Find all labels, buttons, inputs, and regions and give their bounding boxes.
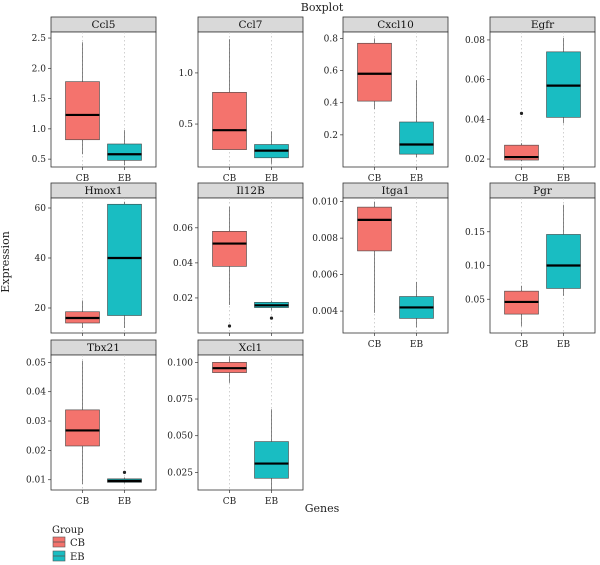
- legend-label-cb: CB: [70, 538, 85, 549]
- xtick-label-cxcl10-cb: CB: [368, 174, 382, 184]
- ytick-label-ccl5: 1.0: [32, 125, 47, 135]
- ytick-label-xcl1: 0.025: [167, 468, 193, 478]
- ytick-label-tbx21: 0.04: [26, 388, 46, 398]
- panel-xcl1: Xcl1 0.025 0.050 0.075 0.100 CB EB: [167, 339, 304, 507]
- ytick-label-egfr: 0.04: [465, 115, 485, 125]
- ytick-label-tbx21: 0.01: [26, 476, 46, 486]
- ytick-label-itga1: 0.006: [312, 271, 338, 281]
- panel-tbx21: Tbx21 0.01 0.02 0.03 0.04 0.05 CB EB: [26, 339, 157, 507]
- ytick-label-tbx21: 0.02: [26, 446, 46, 456]
- strip-label-ccl5: Ccl5: [92, 19, 116, 31]
- box-il12b-cb: [212, 231, 247, 267]
- outlier-il12b-cb: [227, 324, 232, 328]
- box-itga1-cb: [357, 206, 392, 252]
- ytick-label-cxcl10: 0.6: [324, 67, 339, 77]
- xtick-label-egfr-cb: CB: [515, 174, 529, 184]
- ytick-label-ccl5: 1.5: [32, 95, 47, 105]
- panel-ccl5: Ccl5 0.5 1.0 1.5 2.0 2.5 CB EB: [32, 16, 157, 184]
- outlier-egfr-cb: [519, 111, 524, 115]
- box-cxcl10-eb: [399, 121, 434, 155]
- strip-label-il12b: Il12B: [236, 185, 265, 197]
- box-hmox1-eb: [107, 203, 142, 316]
- panel-itga1: Itga1 0.004 0.006 0.008 0.010 CB EB: [312, 182, 449, 350]
- ytick-label-ccl5: 2.5: [32, 34, 47, 44]
- legend: Group CB EB: [52, 525, 85, 563]
- ytick-label-tbx21: 0.05: [26, 358, 46, 368]
- xtick-label-ccl5-eb: EB: [118, 174, 132, 184]
- ytick-label-ccl5: 2.0: [32, 64, 47, 74]
- panel-cxcl10: Cxcl10 0.2 0.4 0.6 0.8 CB EB: [324, 16, 449, 184]
- figure-title: Boxplot: [301, 1, 344, 14]
- ytick-label-il12b: 0.06: [173, 224, 193, 234]
- ytick-label-cxcl10: 0.8: [324, 34, 339, 44]
- box-ccl5-eb: [107, 143, 142, 161]
- strip-label-tbx21: Tbx21: [87, 342, 120, 354]
- strip-label-itga1: Itga1: [381, 185, 409, 197]
- xtick-label-xcl1-cb: CB: [223, 497, 237, 507]
- xtick-label-ccl7-cb: CB: [223, 174, 237, 184]
- ytick-label-ccl7: 1.0: [179, 69, 194, 79]
- ytick-label-xcl1: 0.050: [167, 432, 193, 442]
- outlier-tbx21-eb: [122, 470, 127, 474]
- xtick-label-tbx21-eb: EB: [118, 497, 132, 507]
- xtick-label-tbx21-cb: CB: [76, 497, 90, 507]
- strip-label-cxcl10: Cxcl10: [377, 19, 414, 31]
- xtick-label-xcl1-eb: EB: [265, 497, 279, 507]
- ytick-label-tbx21: 0.03: [26, 417, 46, 427]
- ytick-label-cxcl10: 0.2: [324, 131, 338, 141]
- ytick-label-itga1: 0.008: [312, 234, 338, 244]
- panel-egfr: Egfr 0.02 0.04 0.06 0.08 CB EB: [465, 16, 596, 184]
- xtick-label-egfr-eb: EB: [557, 174, 571, 184]
- ytick-label-hmox1: 20: [35, 304, 47, 314]
- xtick-label-ccl7-eb: EB: [265, 174, 279, 184]
- panel-pgr: Pgr 0.05 0.10 0.15 CB EB: [465, 182, 596, 350]
- ytick-label-egfr: 0.08: [465, 36, 485, 46]
- y-axis-label: Expression: [0, 231, 12, 293]
- ytick-label-il12b: 0.02: [173, 294, 193, 304]
- ytick-label-pgr: 0.15: [465, 228, 485, 238]
- ytick-label-pgr: 0.05: [465, 295, 485, 305]
- box-tbx21-cb: [65, 409, 100, 447]
- ytick-label-cxcl10: 0.4: [324, 99, 339, 109]
- strip-label-pgr: Pgr: [533, 185, 553, 197]
- legend-label-eb: EB: [70, 552, 85, 563]
- ytick-label-ccl5: 0.5: [32, 155, 47, 165]
- ytick-label-egfr: 0.02: [465, 155, 485, 165]
- ytick-label-egfr: 0.06: [465, 76, 485, 86]
- box-cxcl10-cb: [357, 42, 392, 102]
- ytick-label-itga1: 0.010: [312, 198, 338, 208]
- ytick-label-xcl1: 0.100: [167, 358, 193, 368]
- ytick-label-itga1: 0.004: [312, 307, 338, 317]
- panel-ccl7: Ccl7 0.5 1.0 CB EB: [179, 16, 304, 184]
- ytick-label-hmox1: 40: [35, 254, 47, 264]
- ytick-label-xcl1: 0.075: [167, 395, 193, 405]
- panel-hmox1: Hmox1204060CBEB: [35, 182, 157, 350]
- ytick-label-pgr: 0.10: [465, 262, 485, 272]
- box-ccl7-cb: [212, 92, 247, 150]
- xtick-label-pgr-cb: CB: [515, 340, 529, 350]
- xtick-label-itga1-cb: CB: [368, 340, 382, 350]
- xtick-label-cxcl10-eb: EB: [410, 174, 424, 184]
- box-xcl1-eb: [254, 441, 289, 479]
- xtick-label-itga1-eb: EB: [410, 340, 424, 350]
- box-ccl5-cb: [65, 81, 100, 141]
- strip-label-egfr: Egfr: [531, 19, 555, 31]
- x-axis-label: Genes: [305, 502, 340, 515]
- xtick-label-ccl5-cb: CB: [76, 174, 90, 184]
- ytick-label-il12b: 0.04: [173, 259, 193, 269]
- ytick-label-hmox1: 60: [35, 204, 47, 214]
- box-pgr-eb: [546, 234, 581, 289]
- legend-title: Group: [52, 525, 84, 536]
- strip-label-hmox1: Hmox1: [84, 185, 122, 197]
- strip-label-ccl7: Ccl7: [239, 19, 263, 31]
- ytick-label-ccl7: 0.5: [179, 120, 194, 130]
- xtick-label-pgr-eb: EB: [557, 340, 571, 350]
- outlier-il12b-eb: [269, 316, 274, 320]
- strip-label-xcl1: Xcl1: [239, 342, 262, 354]
